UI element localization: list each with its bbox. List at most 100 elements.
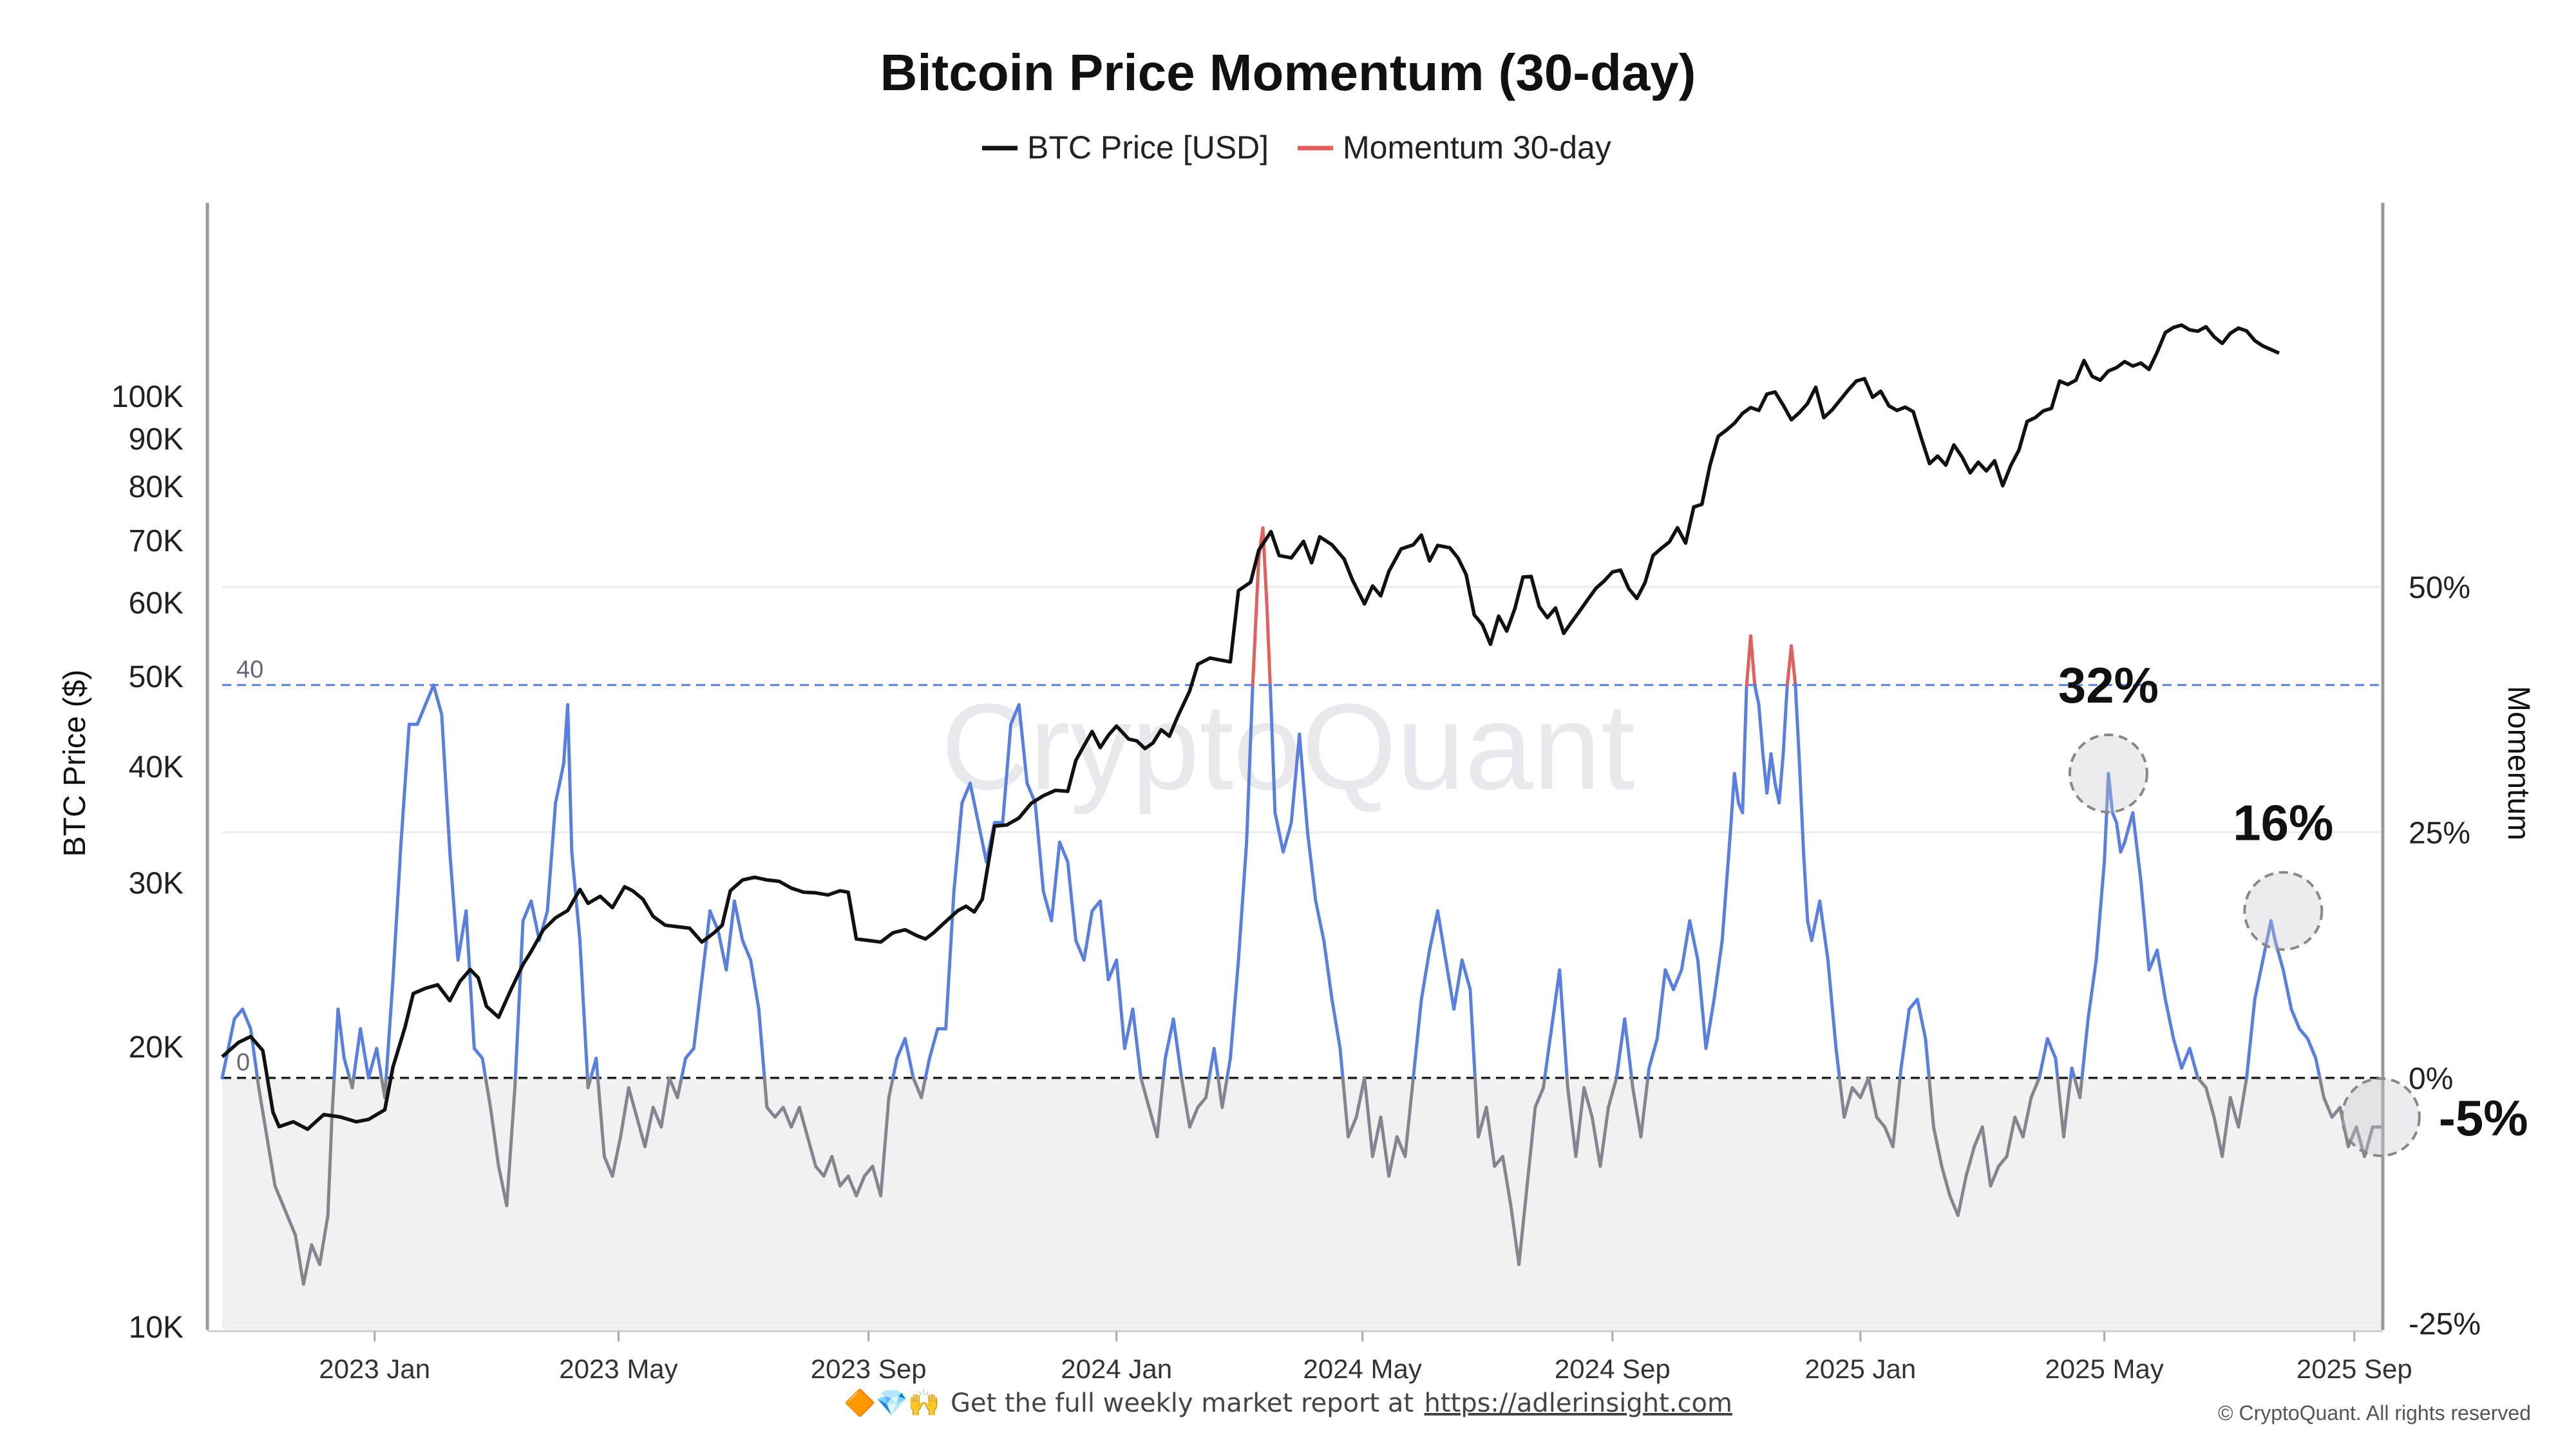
momentum-segment [281,1204,298,1237]
y-left-tick-label: 80K [129,470,184,504]
y-right-tick-label: -25% [2409,1307,2481,1341]
reference-label-0: 0 [236,1049,250,1076]
momentum-segment [2298,1027,2309,1041]
momentum-segment [1989,1164,2000,1188]
momentum-segment [1781,683,1789,755]
chart-title: Bitcoin Price Momentum (30-day) [880,44,1696,101]
momentum-segment [1720,831,1732,942]
y-axis-left-title: BTC Price ($) [58,670,92,857]
momentum-segment [2021,1095,2033,1139]
momentum-segment [1797,762,1805,854]
momentum-segment [1757,703,1765,755]
momentum-segment [667,1076,679,1099]
momentum-segment [822,1155,834,1178]
momentum-segment [350,1076,355,1090]
momentum-segment [294,1233,305,1286]
legend-label-momentum[interactable]: Momentum 30-day [1343,129,1611,166]
x-tick-label: 2025 Jan [1804,1354,1916,1384]
momentum-segment [336,1007,346,1060]
momentum-segment [1057,840,1070,864]
momentum-segment [871,1164,883,1198]
momentum-segment [1082,909,1094,962]
y-left-tick-label: 20K [129,1030,184,1065]
momentum-segment [480,1056,488,1080]
momentum-segment [489,1106,500,1168]
momentum-segment [1330,998,1342,1050]
momentum-segment [1228,958,1240,1060]
momentum-segment [611,1135,623,1178]
annotations: 32% 16% -5% [2058,657,2528,1157]
momentum-segment [923,1056,931,1080]
footer-link[interactable]: https://adlerinsight.com [1424,1388,1732,1418]
momentum-segment [762,1076,769,1109]
momentum-segment [342,1056,352,1080]
momentum-segment [383,1076,388,1099]
momentum-segment [1753,683,1761,706]
momentum-segment [1074,938,1086,962]
y-left-tick-label: 90K [129,422,184,457]
momentum-segment [862,1164,875,1178]
momentum-segment [887,1076,895,1099]
legend: BTC Price [USD] Momentum 30-day [982,129,1611,166]
momentum-segment [484,1076,493,1109]
momentum-segment [700,909,712,981]
momentum-segment [790,1106,801,1129]
momentum-segment [627,1086,639,1119]
momentum-segment [1891,1076,1902,1148]
momentum-segment [1924,1037,1931,1080]
momentum-segment [330,1076,336,1119]
momentum-segment [1655,968,1667,1041]
momentum-segment [2212,1115,2224,1159]
momentum-segment [741,938,753,962]
momentum-segment [1428,909,1439,952]
momentum-segment [317,1213,330,1266]
momentum-segment [2080,1017,2090,1080]
copyright: © CryptoQuant. All rights reserved [2218,1401,2531,1425]
annotation-circle [2340,1077,2421,1157]
momentum-segment [554,762,565,805]
momentum-segment [301,1243,314,1286]
momentum-segment [1106,958,1119,981]
legend-label-price[interactable]: BTC Price [USD] [1027,129,1269,166]
momentum-segment [1509,1204,1521,1266]
momentum-segment [1245,683,1255,844]
momentum-segment [257,1086,269,1139]
momentum-segment [1473,1076,1481,1139]
momentum-segment [1566,1086,1578,1159]
momentum-segment [2314,1056,2322,1080]
momentum-segment [679,1056,688,1080]
momentum-segment [2228,1095,2240,1129]
momentum-segment [1220,1076,1229,1109]
momentum-segment [1712,938,1724,1001]
momentum-segment [1801,850,1810,923]
momentum-segment [384,978,395,1080]
momentum-segment [391,840,403,981]
annotation-label: 16% [2233,795,2333,851]
momentum-segment [1419,949,1432,1001]
momentum-segment [1590,1115,1602,1168]
momentum-segment [1147,1106,1159,1139]
momentum-segment [1631,1086,1643,1139]
momentum-segment [2131,811,2143,884]
momentum-segment [375,1046,383,1080]
momentum-segment [1533,1086,1546,1109]
momentum-segment [1732,772,1740,805]
momentum-segment [1728,772,1736,834]
momentum-segment [2013,1115,2025,1139]
momentum-segment [1452,958,1464,1011]
momentum-segment [2054,1056,2060,1080]
momentum-segment [1265,605,1272,687]
momentum-segment [2204,1086,2216,1119]
momentum-segment [1289,732,1302,824]
momentum-segment [1948,1194,1960,1217]
momentum-segment [1298,732,1309,834]
x-tick-label: 2024 Jan [1061,1354,1172,1384]
y-left-tick-label: 50K [129,660,184,694]
momentum-segment [1866,1076,1879,1119]
momentum-segment [635,1115,647,1148]
momentum-segment [332,1007,340,1080]
momentum-segment [1908,998,1919,1011]
momentum-segment [399,723,411,844]
momentum-segment [619,1086,630,1139]
momentum-segment [1139,1076,1151,1109]
